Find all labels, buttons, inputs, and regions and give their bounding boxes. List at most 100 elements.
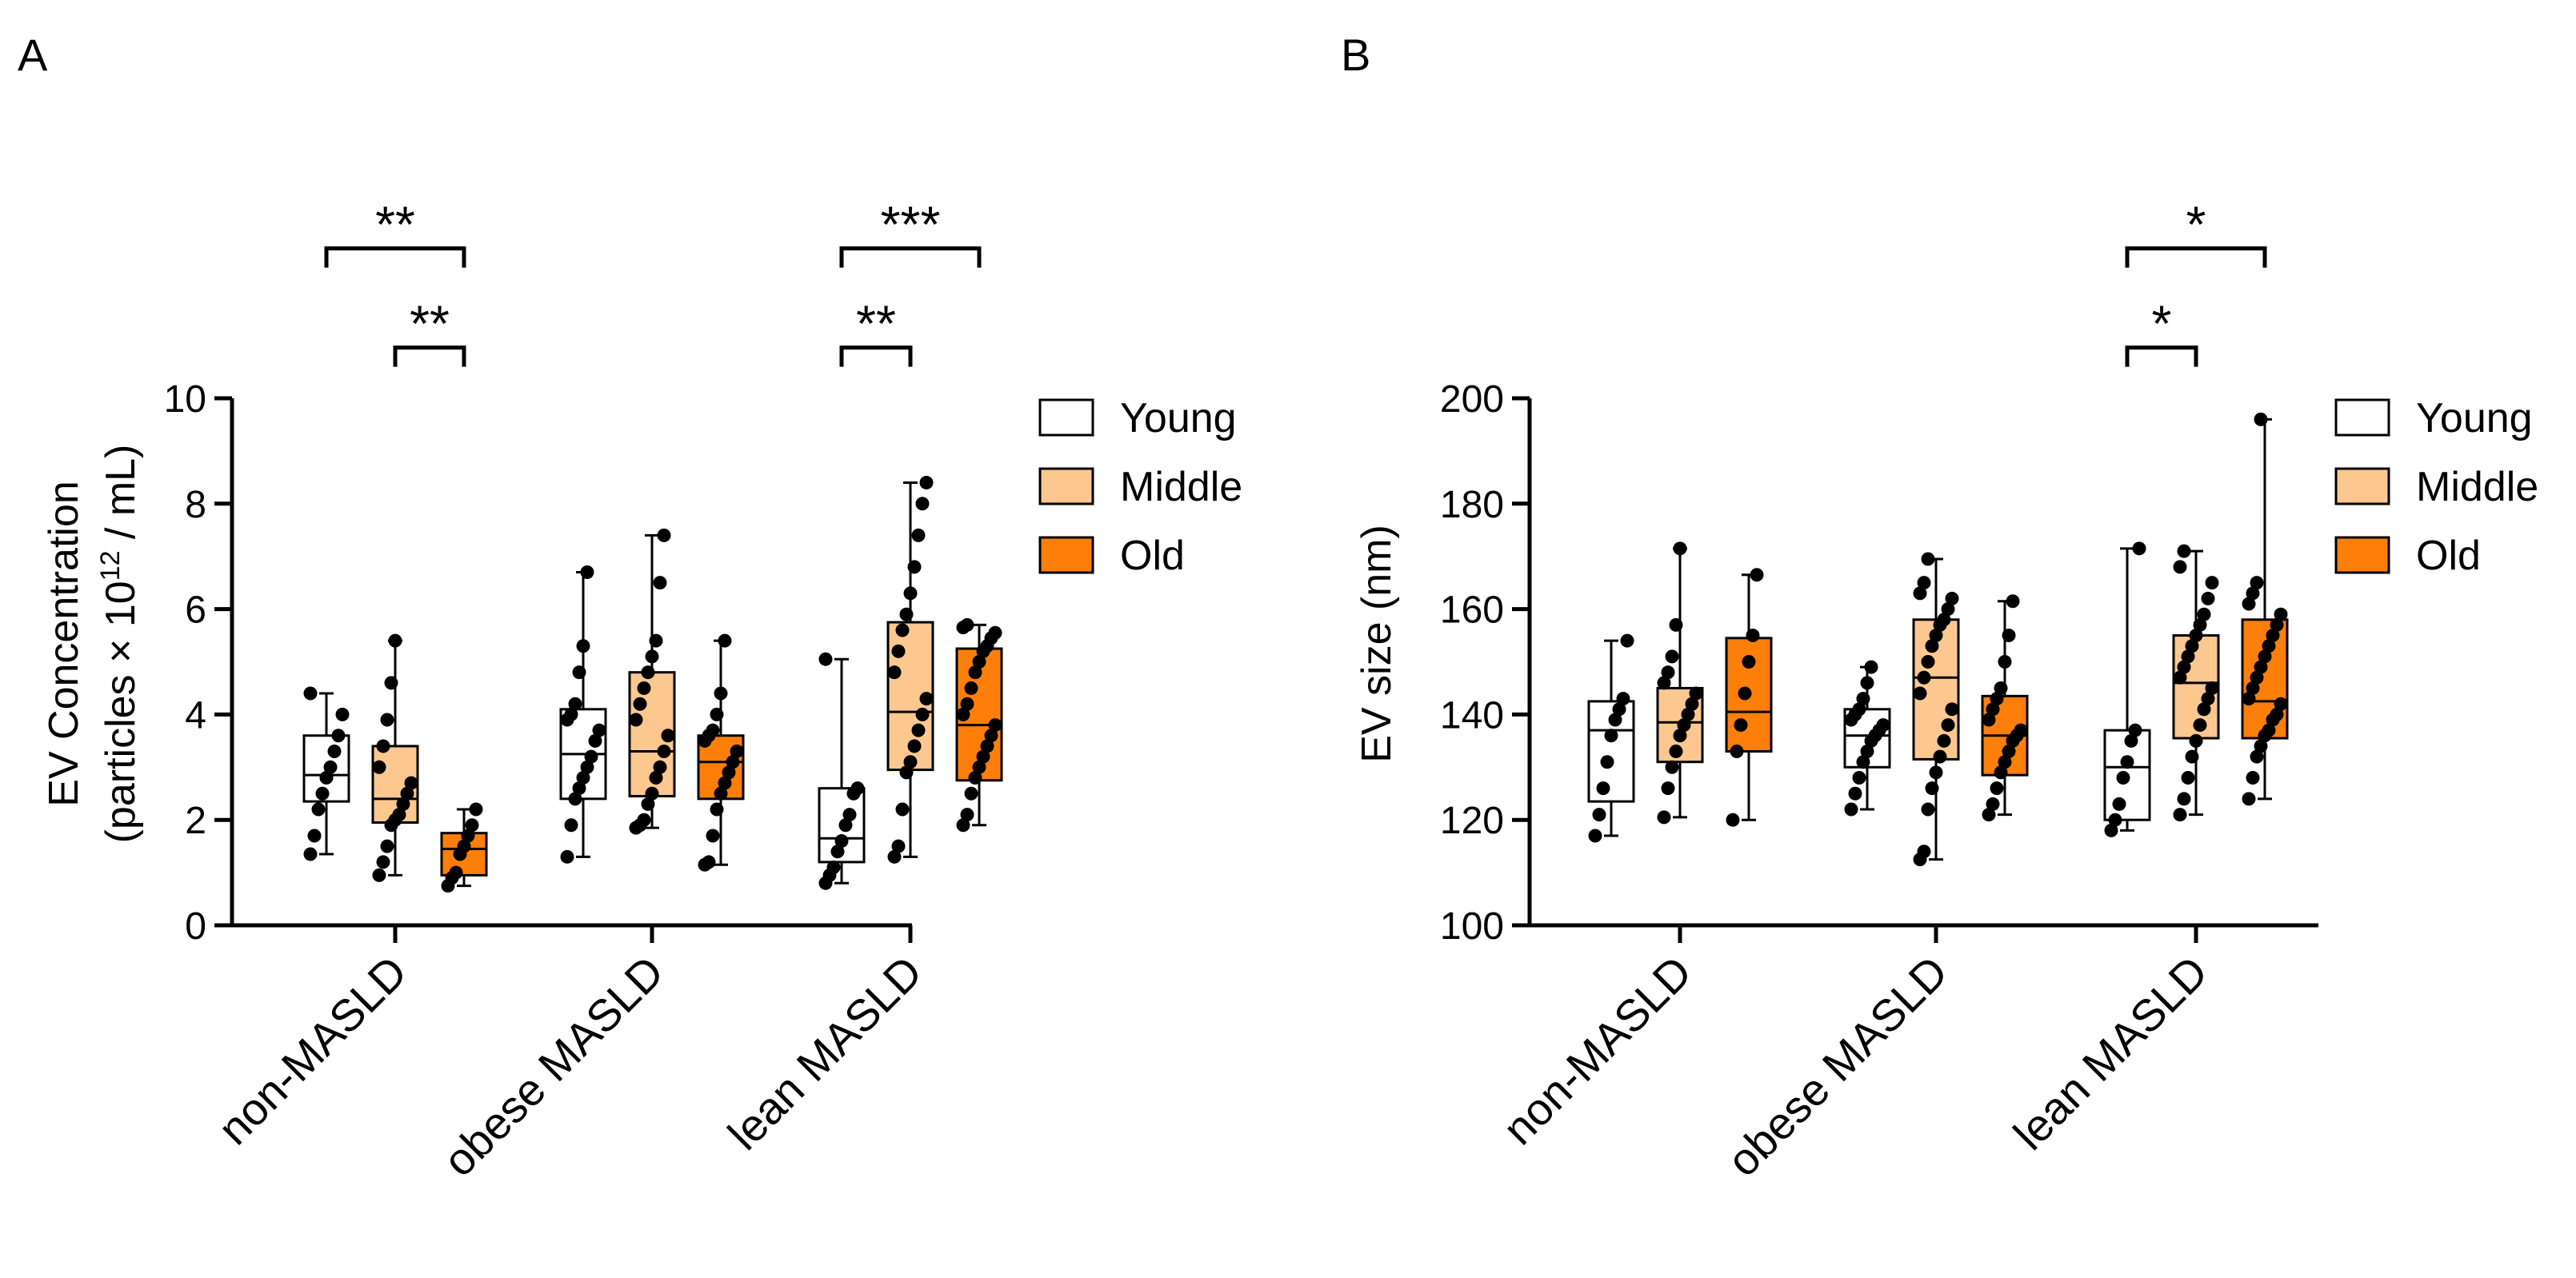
data-point (1986, 702, 2000, 717)
data-point (331, 729, 346, 743)
data-point (1864, 660, 1878, 674)
data-point (980, 739, 994, 753)
data-point (568, 792, 582, 806)
data-point (2205, 681, 2219, 695)
data-point (1982, 808, 1996, 822)
data-point (2270, 707, 2284, 721)
box-plot-young (2103, 541, 2151, 837)
legend-label: Young (2416, 395, 2533, 441)
data-point (372, 868, 386, 882)
box-plot-old (440, 802, 488, 893)
data-point (919, 692, 934, 706)
data-point (960, 617, 974, 632)
legend-label: Old (2416, 533, 2481, 579)
panel-a-ev-concentration: A EV Concentration (particles × 1012 / m… (18, 30, 1242, 1186)
data-point (968, 770, 982, 785)
data-point (726, 755, 740, 769)
data-point (653, 760, 667, 774)
data-point (907, 560, 922, 574)
data-point (1673, 541, 1687, 556)
y-axis-subtitle-suffix-a: / mL) (98, 445, 144, 551)
data-point (392, 808, 406, 822)
data-point (1665, 649, 1679, 664)
data-point (568, 697, 582, 711)
significance-bracket (324, 246, 466, 268)
data-point (2112, 797, 2126, 811)
data-point (2254, 739, 2268, 753)
legend-swatch (1038, 398, 1094, 437)
y-axis-subtitle-a: (particles × 1012 / mL) (95, 445, 144, 844)
data-point (1677, 718, 1691, 733)
data-point (887, 849, 902, 864)
data-point (1600, 755, 1614, 769)
data-point (303, 847, 318, 861)
data-point (714, 686, 728, 701)
y-axis-subtitle-prefix-a: (particles × 10 (98, 581, 144, 843)
legend-label: Young (1120, 395, 1237, 441)
data-point (887, 665, 902, 680)
data-point (465, 818, 479, 833)
data-point (2128, 723, 2142, 737)
data-point (911, 528, 926, 542)
data-point (580, 565, 594, 579)
data-point (850, 781, 865, 796)
data-point (388, 633, 402, 648)
data-point (972, 655, 986, 669)
data-point (1657, 810, 1671, 825)
data-point (891, 644, 906, 658)
data-point (1986, 797, 2000, 811)
data-point (2197, 702, 2211, 717)
box-plot-old (1981, 594, 2029, 822)
panel-b-ev-size: B EV size (nm) 100 120 140 160 180 200 non-MAS… (1341, 30, 2538, 1186)
data-point (1913, 686, 1927, 701)
data-point (1921, 802, 1935, 817)
data-point (1860, 676, 1874, 690)
box-plot-old (955, 617, 1003, 833)
data-point (2108, 813, 2122, 827)
data-point (2181, 649, 2195, 664)
data-point (826, 861, 841, 875)
y-tick-label: 0 (185, 905, 206, 948)
data-point (649, 770, 663, 785)
legend-swatch (2334, 536, 2390, 574)
data-point (2104, 823, 2118, 837)
data-point (1945, 591, 1959, 605)
data-point (1929, 765, 1943, 780)
data-point (1998, 755, 2012, 769)
data-point (2246, 586, 2260, 601)
significance-label: * (2152, 295, 2172, 353)
data-point (903, 586, 918, 601)
significance-bracket (839, 345, 913, 367)
data-point (560, 849, 574, 864)
legend-swatch (2334, 398, 2390, 437)
data-point (1937, 613, 1951, 627)
significance-label: ** (375, 196, 415, 254)
data-point (1941, 718, 1955, 733)
data-point (1616, 692, 1630, 706)
legend-swatch (1038, 536, 1094, 574)
panel-label-a: A (18, 30, 48, 80)
x-tick-label: lean MASLD (2004, 946, 2218, 1160)
data-point (2258, 649, 2272, 664)
data-point (592, 723, 606, 737)
data-point (2173, 670, 2187, 685)
data-point (2254, 412, 2268, 426)
data-point (661, 729, 675, 743)
significance-bracket (839, 246, 982, 268)
plot-area-b: 100 120 140 160 180 200 non-MASLD obese MASLD le… (1440, 196, 2538, 1186)
data-point (915, 707, 930, 721)
data-point (323, 760, 338, 774)
data-point (2185, 639, 2199, 653)
data-point (400, 786, 414, 801)
data-point (641, 665, 655, 680)
data-point (1726, 813, 1740, 827)
data-point (1746, 629, 1760, 643)
data-point (1990, 692, 2004, 706)
data-point (404, 776, 418, 790)
data-point (730, 745, 744, 759)
data-point (1657, 676, 1671, 690)
legend-swatch (1038, 467, 1094, 505)
data-point (960, 808, 974, 822)
data-point (710, 707, 724, 721)
